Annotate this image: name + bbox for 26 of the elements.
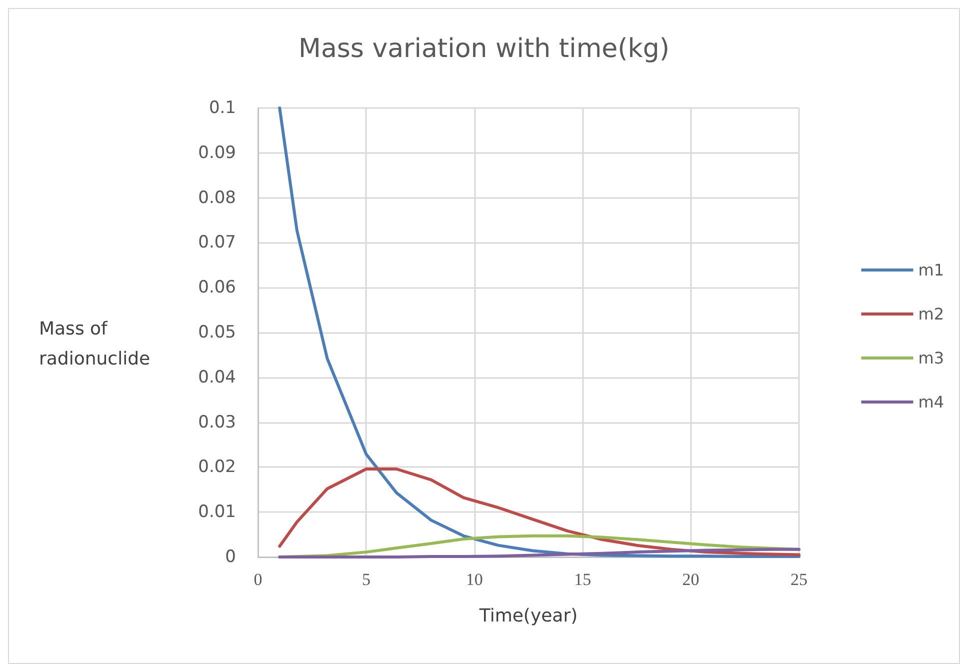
- y-tick-label: 0.1: [208, 98, 236, 118]
- legend-label: m4: [918, 392, 944, 412]
- y-tick-label: 0.01: [198, 502, 236, 522]
- x-axis-title: Time(year): [478, 606, 578, 626]
- legend-label: m3: [918, 348, 944, 368]
- y-tick-label: 0.04: [198, 367, 236, 388]
- chart-title: Mass variation with time(kg): [298, 34, 670, 64]
- y-tick-label: 0.05: [198, 322, 236, 342]
- y-tick-label: 0.03: [198, 412, 236, 432]
- line-series: [278, 548, 800, 558]
- y-tick-label: 0.06: [198, 278, 236, 298]
- x-tick-label: 0: [254, 570, 262, 589]
- y-tick-label: 0.09: [198, 142, 236, 163]
- y-tick-label: 0.08: [198, 188, 236, 208]
- y-axis-title: Mass of radionuclide: [39, 318, 150, 370]
- x-tick-label: 15: [574, 570, 592, 589]
- x-tick-label: 10: [466, 570, 483, 589]
- y-tick-label: 0.02: [198, 457, 236, 478]
- x-tick-label: 25: [790, 570, 808, 589]
- x-tick-label: 20: [682, 570, 700, 589]
- legend-label: m1: [918, 260, 944, 280]
- legend-label: m2: [918, 304, 944, 324]
- x-tick-label: 5: [362, 570, 370, 589]
- line-series: [278, 467, 800, 556]
- y-tick-label: 0.07: [198, 232, 236, 253]
- y-tick-label: 0: [225, 547, 236, 567]
